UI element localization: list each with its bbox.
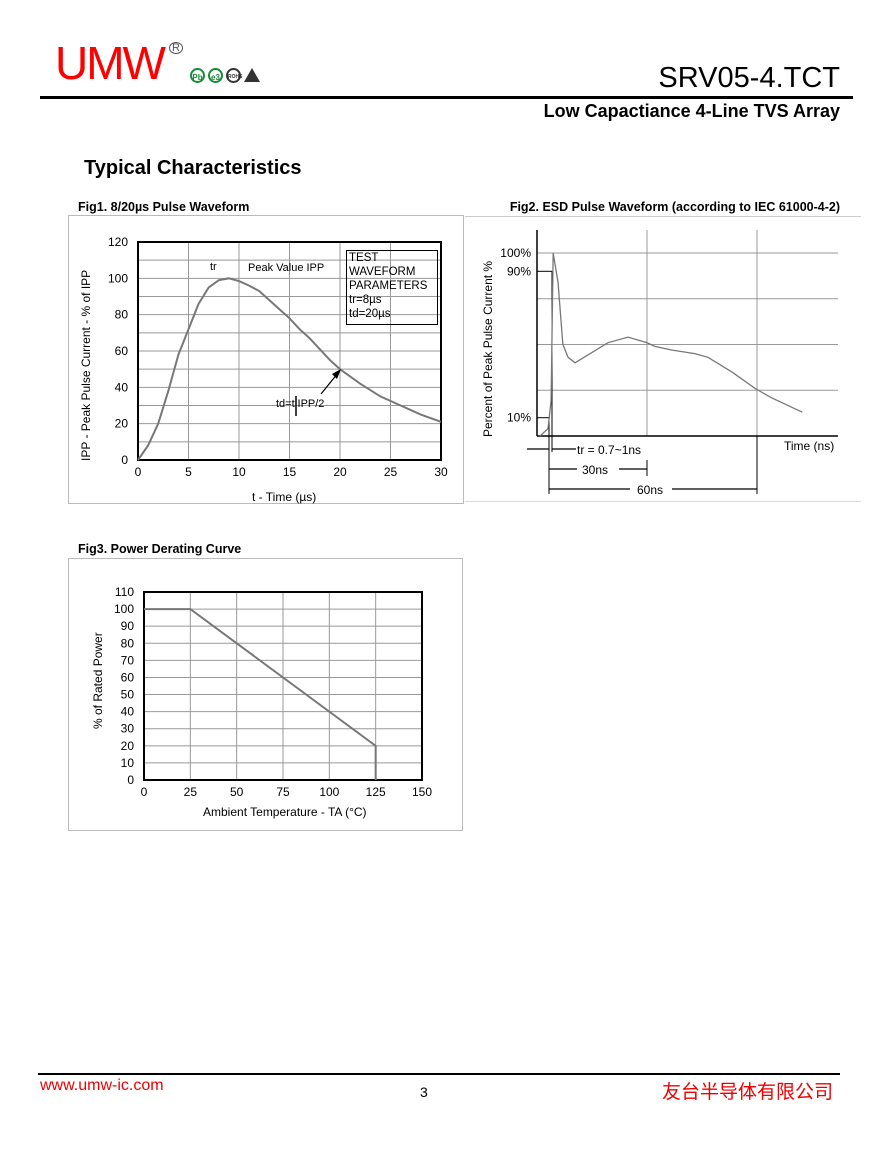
fig2-curve — [539, 252, 803, 437]
fig2-y-tick-label: 100% — [500, 246, 531, 260]
umw-logo: UMW — [55, 37, 166, 89]
fig1-y-tick-label: 100 — [108, 271, 128, 285]
fig1-y-tick-label: 20 — [115, 417, 129, 431]
fig3-y-tick-label: 90 — [121, 619, 135, 633]
fig3-x-tick-label: 50 — [230, 785, 244, 799]
fig1-frame — [68, 215, 464, 504]
fig2-60ns-label: 60ns — [637, 483, 664, 497]
fig1-y-tick-label: 60 — [115, 344, 129, 358]
fig3-x-tick-label: 125 — [366, 785, 386, 799]
fig3-x-tick-label: 100 — [319, 785, 339, 799]
fig1-curve — [137, 277, 442, 461]
box-line: TEST — [349, 252, 379, 264]
fig3-y-tick-label: 60 — [121, 670, 135, 684]
fig3-title: Fig3. Power Derating Curve — [78, 542, 242, 556]
box-line: WAVEFORM — [349, 266, 416, 278]
box-line: td=20µs — [349, 308, 391, 320]
fig3-x-tick-label: 0 — [141, 785, 148, 799]
fig3-x-tick-label: 75 — [276, 785, 290, 799]
fig1-arrowhead — [332, 369, 341, 379]
fig1-ylabel: IPP - Peak Pulse Current - % of IPP — [79, 269, 93, 461]
box-line: tr=8µs — [349, 294, 382, 306]
fig1-peak-label: Peak Value IPP — [248, 262, 325, 274]
fig1-x-tick-label: 5 — [185, 465, 192, 479]
fig3-x-tick-label: 25 — [184, 785, 198, 799]
esd-warning-icon — [244, 68, 260, 82]
company-name: 友台半导体有限公司 — [661, 1081, 833, 1103]
page-number: 3 — [420, 1084, 428, 1100]
fig1-title: Fig1. 8/20µs Pulse Waveform — [78, 200, 250, 214]
fig1-y-tick-label: 120 — [108, 235, 128, 249]
fig1-x-tick-label: 15 — [283, 465, 297, 479]
fig2-y-tick-label: 90% — [507, 264, 531, 278]
product-subtitle: Low Capactiance 4-Line TVS Array — [543, 101, 840, 121]
fig3-y-tick-label: 100 — [114, 602, 134, 616]
fig3-y-tick-label: 110 — [115, 585, 134, 599]
fig3-x-tick-label: 150 — [412, 785, 432, 799]
fig3-y-tick-label: 20 — [121, 739, 135, 753]
fig3-ylabel: % of Rated Power — [91, 632, 105, 730]
part-number: SRV05-4.TCT — [658, 62, 840, 94]
fig1-x-tick-label: 0 — [135, 465, 142, 479]
rohs-icon: ROHS — [226, 68, 242, 83]
website-link[interactable]: www.umw-ic.com — [40, 1077, 164, 1094]
fig3-y-tick-label: 10 — [121, 756, 135, 770]
section-title: Typical Characteristics — [84, 157, 302, 179]
fig1-xlabel: t - Time (µs) — [252, 490, 317, 504]
registered-mark: R — [169, 42, 183, 54]
fig3-curve — [144, 608, 377, 780]
fig2-y-tick-label: 10% — [507, 411, 531, 425]
fig1-x-tick-label: 25 — [384, 465, 398, 479]
fig2-frame-bottom — [465, 501, 861, 502]
fig3-frame — [68, 558, 463, 831]
fig3-plot-border — [143, 591, 423, 781]
fig2-30ns-label: 30ns — [582, 463, 609, 477]
fig1-x-tick-label: 30 — [434, 465, 448, 479]
fig2-ylabel: Percent of Peak Pulse Current % — [481, 260, 495, 437]
fig3-y-tick-label: 50 — [121, 688, 135, 702]
fig1-y-tick-label: 40 — [115, 380, 129, 394]
fig1-y-tick-label: 80 — [115, 308, 129, 322]
fig1-x-tick-label: 20 — [333, 465, 347, 479]
fig1-plot-border — [137, 241, 442, 461]
fig3-y-tick-label: 80 — [121, 636, 135, 650]
fig1-td-label: td=t|IPP/2 — [276, 398, 325, 410]
e3-icon: e3 — [208, 68, 223, 83]
fig1-tr-label: tr — [210, 261, 217, 273]
box-line: PARAMETERS — [349, 280, 428, 292]
fig1-x-tick-label: 10 — [232, 465, 246, 479]
pb-free-icon: Pb — [190, 68, 205, 83]
fig3-y-tick-label: 70 — [121, 653, 135, 667]
fig3-y-tick-label: 40 — [121, 705, 135, 719]
fig2-xlabel: Time (ns) — [784, 439, 835, 453]
footer-rule — [38, 1073, 840, 1075]
header-rule — [40, 96, 853, 99]
fig3-xlabel: Ambient Temperature - TA (°C) — [203, 805, 367, 819]
fig2-title: Fig2. ESD Pulse Waveform (according to I… — [509, 200, 840, 214]
fig3-y-tick-label: 0 — [127, 773, 134, 787]
fig2-frame-top — [465, 216, 861, 217]
fig2-tr-label: tr = 0.7~1ns — [577, 443, 642, 457]
fig3-y-tick-label: 30 — [121, 722, 135, 736]
fig1-parameter-box: TEST WAVEFORM PARAMETERS tr=8µs td=20µs — [346, 250, 438, 325]
fig1-y-tick-label: 0 — [121, 453, 128, 467]
